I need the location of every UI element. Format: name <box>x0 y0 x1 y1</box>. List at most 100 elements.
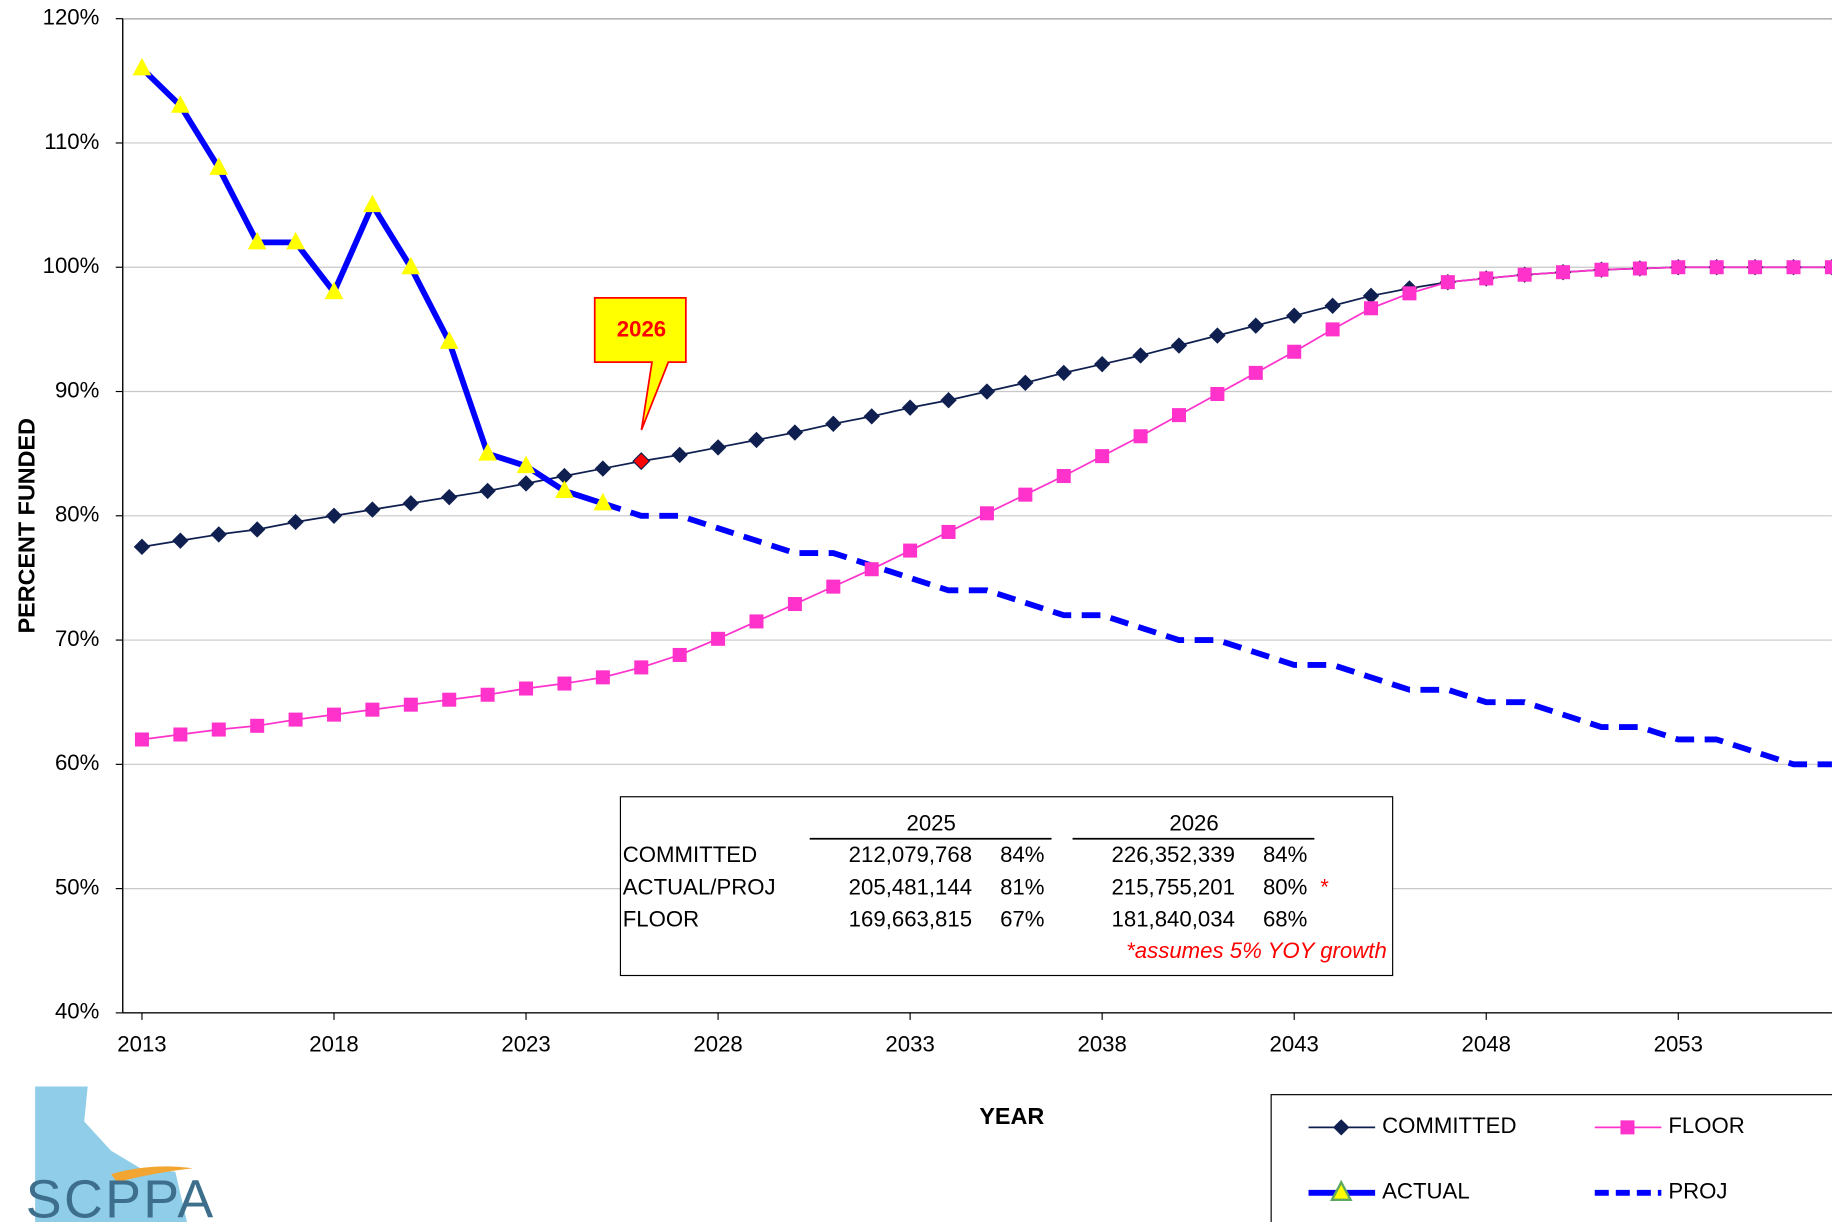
marker <box>595 670 610 685</box>
marker <box>441 488 458 506</box>
marker <box>211 722 226 737</box>
marker <box>825 415 842 433</box>
callout-label: 2026 <box>617 316 666 341</box>
marker <box>1095 449 1110 464</box>
table-header: 2025 <box>907 811 956 836</box>
marker <box>555 480 574 498</box>
marker <box>749 614 764 629</box>
marker <box>1018 487 1033 502</box>
x-tick-label: 2048 <box>1462 1031 1511 1056</box>
y-tick-label: 60% <box>55 750 99 775</box>
marker <box>864 562 879 577</box>
marker <box>172 532 189 549</box>
table-cell: * <box>1320 874 1329 899</box>
y-tick-label: 120% <box>43 5 100 30</box>
marker <box>786 424 804 441</box>
legend-label: ACTUAL <box>1382 1179 1470 1204</box>
marker <box>672 647 687 662</box>
marker <box>479 482 496 500</box>
marker <box>286 231 305 250</box>
marker <box>1056 469 1071 484</box>
y-tick-label: 50% <box>55 874 99 899</box>
callout-box <box>593 297 687 431</box>
marker <box>1517 267 1532 282</box>
marker <box>979 506 994 521</box>
marker <box>173 727 188 742</box>
x-tick-label: 2013 <box>117 1031 166 1056</box>
x-tick-label: 2038 <box>1077 1031 1126 1056</box>
marker <box>439 331 459 349</box>
marker <box>1247 317 1264 334</box>
logo-shape <box>35 1086 188 1222</box>
x-tick-label: 2053 <box>1654 1031 1703 1056</box>
marker <box>478 443 497 461</box>
marker <box>210 526 227 543</box>
marker <box>1709 260 1724 275</box>
marker <box>632 452 651 471</box>
x-tick-label: 2043 <box>1270 1031 1319 1056</box>
marker <box>556 467 573 485</box>
x-axis-label: YEAR <box>979 1103 1044 1129</box>
marker <box>634 660 649 675</box>
x-tick-label: 2033 <box>885 1031 934 1056</box>
table-cell: 212,079,768 <box>849 842 972 867</box>
table-header: 2026 <box>1169 811 1218 836</box>
marker <box>324 281 344 300</box>
marker <box>826 579 841 594</box>
marker <box>1286 307 1303 324</box>
marker <box>671 446 688 464</box>
marker <box>1287 344 1302 359</box>
marker <box>1210 386 1225 402</box>
marker <box>941 524 956 539</box>
marker <box>940 392 957 409</box>
marker <box>1748 260 1763 275</box>
marker <box>594 460 612 477</box>
y-tick-label: 40% <box>55 999 99 1024</box>
table-note: *assumes 5% YOY growth <box>1126 938 1387 963</box>
marker <box>519 681 534 696</box>
marker <box>1362 287 1380 305</box>
marker <box>1209 327 1226 344</box>
table-box <box>619 796 1394 977</box>
marker <box>1620 1120 1635 1135</box>
marker <box>287 513 304 531</box>
marker <box>134 732 149 747</box>
y-tick-label: 70% <box>55 626 99 651</box>
marker <box>1632 261 1647 276</box>
marker <box>1402 286 1417 301</box>
table-cell: 181,840,034 <box>1112 906 1235 931</box>
marker <box>363 194 382 213</box>
table-cell: 84% <box>1000 842 1044 867</box>
marker <box>903 543 918 558</box>
table-cell: 67% <box>1000 906 1044 931</box>
marker <box>249 521 266 538</box>
x-tick-label: 2018 <box>309 1031 358 1056</box>
marker <box>1364 301 1379 316</box>
marker <box>1824 260 1832 275</box>
marker <box>557 676 572 691</box>
marker <box>132 57 152 76</box>
y-tick-label: 80% <box>55 502 99 527</box>
table-cell: 68% <box>1263 906 1307 931</box>
table-cell: ACTUAL/PROJ <box>623 874 776 899</box>
marker <box>1786 260 1801 275</box>
marker <box>1248 365 1263 380</box>
logo-swoosh <box>111 1166 193 1183</box>
marker <box>403 697 418 712</box>
marker <box>133 538 151 556</box>
logo <box>35 1086 193 1222</box>
marker <box>209 157 229 175</box>
y-axis-label: PERCENT FUNDED <box>13 418 39 633</box>
marker <box>250 718 265 733</box>
marker <box>1325 322 1340 337</box>
marker <box>711 631 726 646</box>
table-cell: 226,352,339 <box>1112 842 1235 867</box>
y-tick-label: 100% <box>43 253 100 278</box>
marker <box>1556 265 1571 280</box>
table-cell: 80% <box>1263 874 1307 899</box>
table-cell: FLOOR <box>623 906 699 931</box>
table-cell: 84% <box>1263 842 1307 867</box>
legend-box <box>1270 1094 1832 1222</box>
